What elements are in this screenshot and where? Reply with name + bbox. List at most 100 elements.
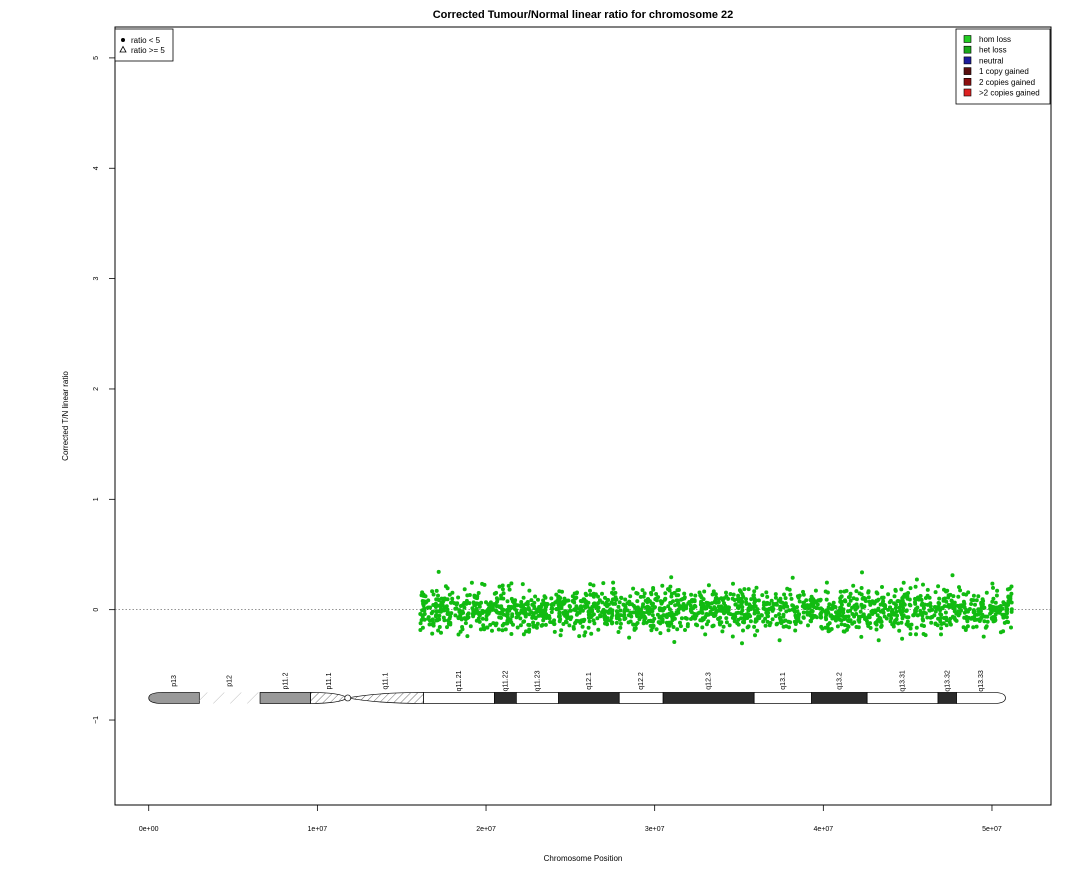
- data-point: [838, 605, 843, 610]
- ideogram-band-p11-1: [310, 692, 349, 704]
- data-point: [1009, 591, 1014, 596]
- data-point: [430, 589, 435, 594]
- data-point: [786, 619, 791, 624]
- data-point: [981, 634, 986, 639]
- data-point: [614, 620, 619, 625]
- data-point: [1008, 596, 1013, 601]
- data-point: [593, 605, 598, 609]
- color-legend-swatch: [963, 67, 972, 75]
- ideogram-band-label: q11.21: [456, 670, 463, 691]
- data-point: [971, 593, 976, 598]
- data-point: [898, 602, 903, 607]
- data-point: [559, 628, 564, 633]
- data-point: [494, 621, 499, 626]
- y-tick-label: 1: [93, 497, 100, 501]
- data-point: [574, 591, 579, 596]
- ideogram-band-q11-1: [347, 692, 424, 704]
- data-point: [919, 597, 924, 602]
- data-point: [667, 611, 672, 616]
- data-point: [846, 609, 850, 614]
- data-point: [838, 589, 843, 594]
- data-point: [847, 602, 851, 607]
- data-point: [836, 609, 841, 614]
- data-point: [609, 615, 614, 620]
- data-point: [587, 609, 592, 614]
- data-point: [582, 633, 587, 638]
- data-point: [675, 627, 680, 632]
- data-point: [554, 607, 559, 611]
- color-legend-swatch: [963, 78, 972, 86]
- data-point: [549, 610, 554, 615]
- data-point: [746, 587, 751, 592]
- data-point: [588, 588, 592, 593]
- data-point: [710, 592, 715, 597]
- data-point: [538, 605, 543, 610]
- data-point: [835, 624, 840, 629]
- data-point: [658, 631, 663, 636]
- data-point: [830, 606, 835, 611]
- data-point: [591, 583, 596, 588]
- data-point: [418, 628, 423, 632]
- data-point: [695, 623, 700, 628]
- data-point: [943, 610, 948, 615]
- data-point: [678, 620, 682, 625]
- data-point: [503, 627, 508, 632]
- x-tick-label: 3e+07: [645, 826, 665, 833]
- data-point: [462, 616, 467, 621]
- data-point: [748, 619, 753, 624]
- data-point: [525, 600, 530, 605]
- shape-legend: ratio < 5 ratio >= 5: [114, 28, 174, 62]
- data-point: [650, 603, 655, 608]
- data-point: [983, 625, 988, 630]
- data-point: [577, 634, 582, 639]
- data-point: [810, 613, 815, 618]
- data-point: [481, 623, 486, 628]
- data-point: [921, 632, 926, 636]
- data-point: [541, 598, 546, 603]
- data-point: [637, 617, 642, 622]
- data-point: [974, 598, 979, 603]
- data-point: [454, 602, 459, 607]
- data-point: [741, 620, 745, 624]
- data-point: [579, 618, 584, 623]
- data-point: [920, 617, 925, 622]
- data-point: [626, 620, 631, 625]
- data-point: [737, 588, 742, 593]
- data-point: [979, 602, 984, 607]
- data-point: [778, 596, 783, 601]
- data-point: [752, 624, 757, 629]
- data-point: [789, 596, 794, 601]
- data-point: [700, 607, 705, 611]
- data-point: [564, 620, 569, 625]
- data-point: [851, 583, 856, 588]
- data-point: [914, 632, 918, 637]
- data-point: [436, 569, 441, 574]
- data-point: [591, 594, 596, 599]
- data-point: [923, 611, 928, 616]
- data-point: [426, 616, 431, 621]
- data-point: [833, 605, 838, 610]
- plot-frame: [114, 26, 1052, 806]
- data-point: [472, 602, 477, 607]
- data-point: [797, 599, 802, 604]
- data-point: [860, 605, 865, 610]
- data-point: [675, 588, 680, 593]
- data-point: [690, 598, 695, 603]
- data-point: [719, 620, 724, 625]
- data-point: [586, 625, 591, 630]
- data-point: [676, 607, 681, 612]
- data-point: [925, 587, 930, 592]
- data-point: [672, 640, 677, 644]
- data-point: [643, 598, 648, 603]
- data-point: [645, 604, 650, 609]
- data-point: [819, 610, 824, 615]
- data-point: [980, 614, 985, 619]
- data-point: [427, 622, 432, 627]
- data-point: [531, 620, 536, 625]
- data-point: [663, 591, 668, 596]
- data-point: [465, 634, 470, 639]
- data-point: [937, 601, 942, 606]
- color-legend-box: [955, 28, 1051, 105]
- data-point: [1000, 606, 1005, 611]
- data-point: [529, 598, 534, 603]
